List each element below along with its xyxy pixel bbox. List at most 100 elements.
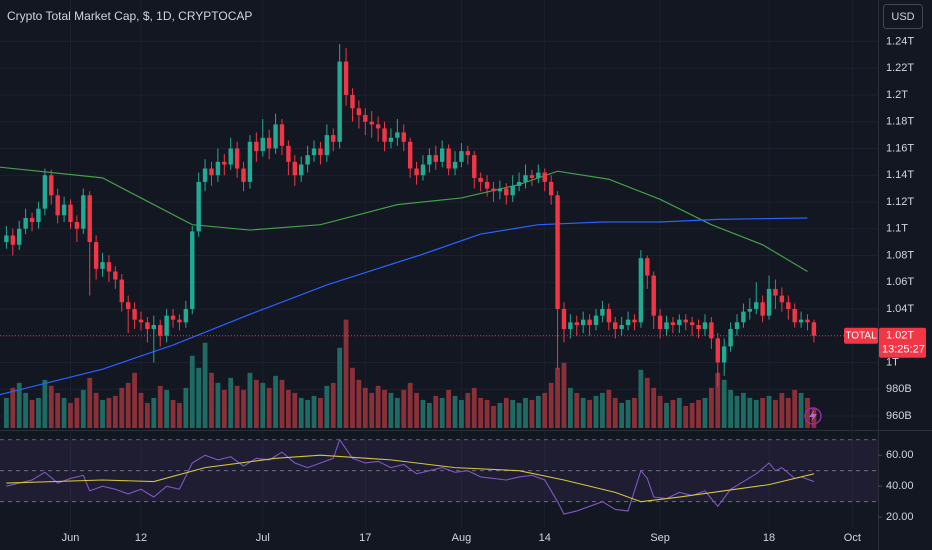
- x-tick-label: Oct: [844, 532, 861, 544]
- volume-bar: [593, 395, 599, 428]
- volume: [4, 319, 817, 428]
- candle-body: [260, 137, 265, 152]
- candle-body: [568, 322, 573, 330]
- candle-body: [792, 308, 797, 323]
- volume-bar: [606, 389, 612, 428]
- volume-bar: [638, 369, 644, 428]
- volume-bar: [779, 392, 785, 428]
- candle-body: [760, 302, 765, 316]
- y-tick-label: 1.12T: [886, 196, 914, 208]
- volume-bar: [119, 387, 125, 428]
- candle-body: [23, 218, 28, 229]
- volume-bar: [100, 399, 105, 428]
- candle-body: [420, 164, 426, 176]
- rsi-tick-label: 20.00: [886, 511, 914, 523]
- volume-bar: [16, 382, 22, 428]
- volume-bar: [157, 385, 163, 428]
- volume-bar: [209, 372, 214, 428]
- candle-body: [311, 148, 317, 156]
- volume-bar: [170, 399, 176, 428]
- volume-bar: [36, 397, 41, 428]
- volume-bar: [369, 392, 375, 428]
- candle-body: [286, 145, 291, 162]
- candle-body: [132, 308, 137, 320]
- volume-bar: [708, 387, 714, 428]
- volume-bar: [74, 397, 80, 428]
- candle-body: [484, 181, 490, 189]
- rsi-tick-label: 40.00: [886, 480, 914, 492]
- volume-bar: [535, 395, 541, 428]
- candle-body: [754, 302, 759, 309]
- volume-bar: [478, 397, 484, 428]
- candle-body: [452, 161, 458, 169]
- x-tick-label: Jun: [62, 532, 80, 544]
- candle-body: [215, 161, 221, 176]
- candle-body: [292, 161, 298, 176]
- candle-body: [138, 319, 144, 323]
- currency-label[interactable]: USD: [891, 11, 914, 23]
- candle-body: [42, 175, 48, 209]
- volume-bar: [273, 375, 278, 428]
- candle-body: [638, 258, 644, 323]
- candle-body: [600, 308, 605, 316]
- candle-body: [401, 132, 406, 142]
- volume-bar: [587, 399, 593, 428]
- volume-bar: [375, 385, 381, 428]
- volume-bar: [177, 402, 182, 428]
- volume-bar: [164, 389, 170, 428]
- candle-body: [683, 319, 688, 323]
- x-tick-label: Aug: [452, 532, 472, 544]
- candle-body: [177, 319, 182, 323]
- symbol-label: TOTAL: [845, 330, 877, 341]
- candle-body: [125, 302, 131, 309]
- volume-bar: [689, 402, 695, 428]
- candle-body: [580, 319, 586, 326]
- candle-body: [55, 195, 60, 216]
- volume-bar: [529, 399, 535, 428]
- volume-bar: [151, 397, 157, 428]
- volume-bar: [420, 399, 426, 428]
- y-tick-label: 1.1T: [886, 223, 908, 235]
- volume-bar: [766, 395, 772, 428]
- candle-body: [645, 258, 650, 276]
- candle-body: [587, 319, 592, 326]
- candle-body: [613, 322, 618, 330]
- candle-body: [529, 175, 535, 178]
- candle-body: [625, 319, 631, 326]
- volume-bar: [202, 342, 208, 428]
- candle-body: [395, 132, 400, 138]
- countdown-label: 13:25:27: [882, 344, 925, 356]
- candle-body: [29, 218, 35, 223]
- volume-bar: [664, 402, 669, 428]
- volume-bar: [644, 377, 650, 428]
- candle-body: [702, 322, 708, 330]
- volume-bar: [382, 389, 387, 428]
- candle-body: [324, 135, 330, 156]
- candle-body: [151, 325, 157, 330]
- volume-bar: [253, 379, 259, 428]
- y-tick-label: 1.14T: [886, 169, 914, 181]
- candle-body: [689, 322, 695, 326]
- candle-body: [196, 181, 201, 232]
- candle-body: [209, 168, 214, 176]
- candle-body: [677, 319, 682, 326]
- candle-body: [10, 235, 16, 245]
- candle-body: [696, 325, 701, 330]
- candle-body: [427, 155, 432, 165]
- candle-body: [299, 164, 304, 176]
- volume-bar: [561, 362, 567, 428]
- volume-bar: [228, 377, 234, 428]
- volume-bar: [23, 392, 29, 428]
- y-tick-label: 980B: [886, 383, 912, 395]
- volume-bar: [632, 397, 637, 428]
- candle-body: [664, 322, 669, 330]
- symbol-tag: [844, 327, 878, 344]
- currency-button[interactable]: [883, 4, 923, 29]
- candle-body: [61, 204, 67, 216]
- candle-body: [247, 141, 253, 182]
- alert-icon[interactable]: [804, 407, 822, 425]
- candle-body: [158, 325, 163, 336]
- volume-bar: [87, 377, 93, 428]
- volume-bar: [215, 382, 221, 428]
- volume-bar: [753, 399, 759, 428]
